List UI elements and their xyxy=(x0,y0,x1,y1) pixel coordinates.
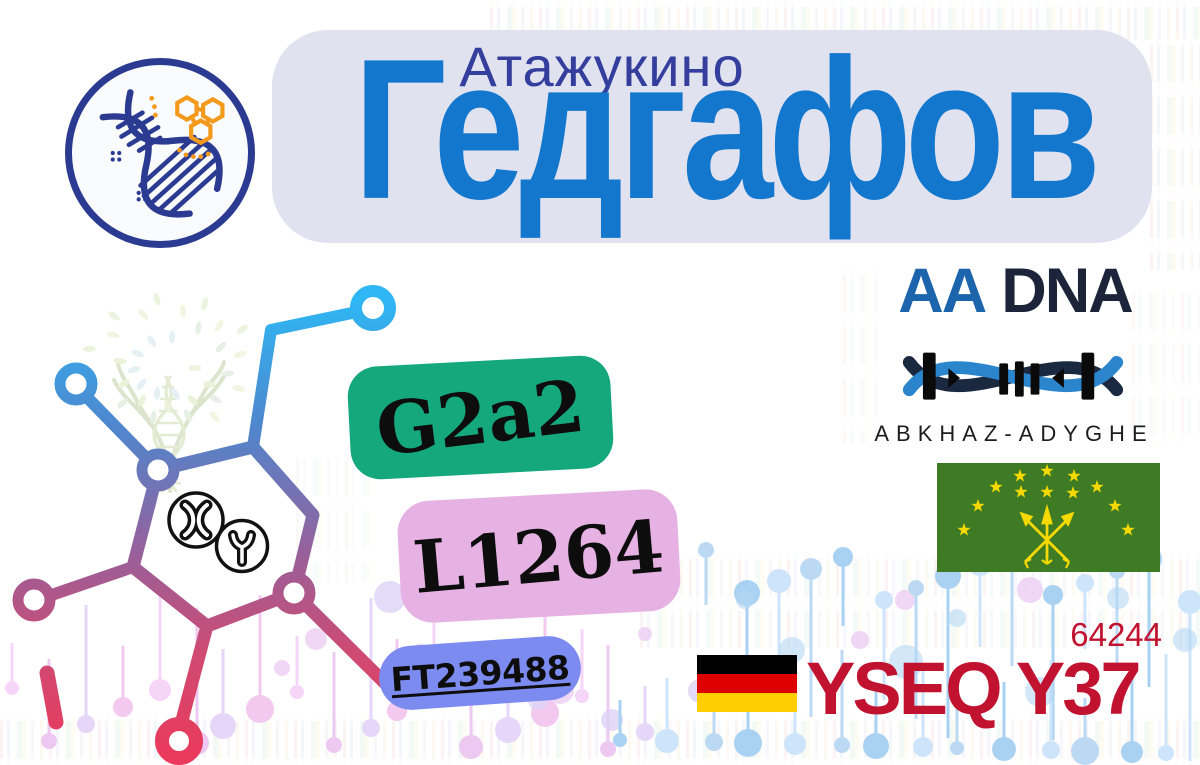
org-name-aa: AA xyxy=(898,256,987,326)
x-chromosome-icon xyxy=(167,491,225,549)
surname-banner: Атажукино Гедгафов xyxy=(272,30,1152,243)
subclade-label: L1264 xyxy=(410,502,668,610)
dna-strand-logo xyxy=(902,352,1124,400)
haplogroup-badge: G2a2 xyxy=(346,354,615,481)
kit-number: 64244 xyxy=(1070,616,1162,653)
adyghe-flag xyxy=(937,463,1160,572)
haplogroup-label: G2a2 xyxy=(371,362,590,473)
dna-logo-badge xyxy=(65,58,255,248)
german-flag xyxy=(697,655,797,712)
surname-title: Гедгафов xyxy=(272,30,1152,230)
location-label: Атажукино xyxy=(459,35,745,98)
org-tagline: ABKHAZ-ADYGHE xyxy=(874,421,1154,446)
org-name: AA DNA xyxy=(880,258,1150,324)
molecule-network-icon xyxy=(12,285,398,765)
surname-text: Гедгафов xyxy=(353,18,1100,241)
test-lab-panel: YSEQ Y37 xyxy=(806,647,1142,730)
subclade-badge: L1264 xyxy=(395,487,683,625)
dna-helix-icon xyxy=(99,89,225,218)
org-name-dna: DNA xyxy=(1001,256,1133,326)
terminal-snp-label: FT239488 xyxy=(389,647,571,699)
y-chromosome-icon xyxy=(214,518,270,574)
